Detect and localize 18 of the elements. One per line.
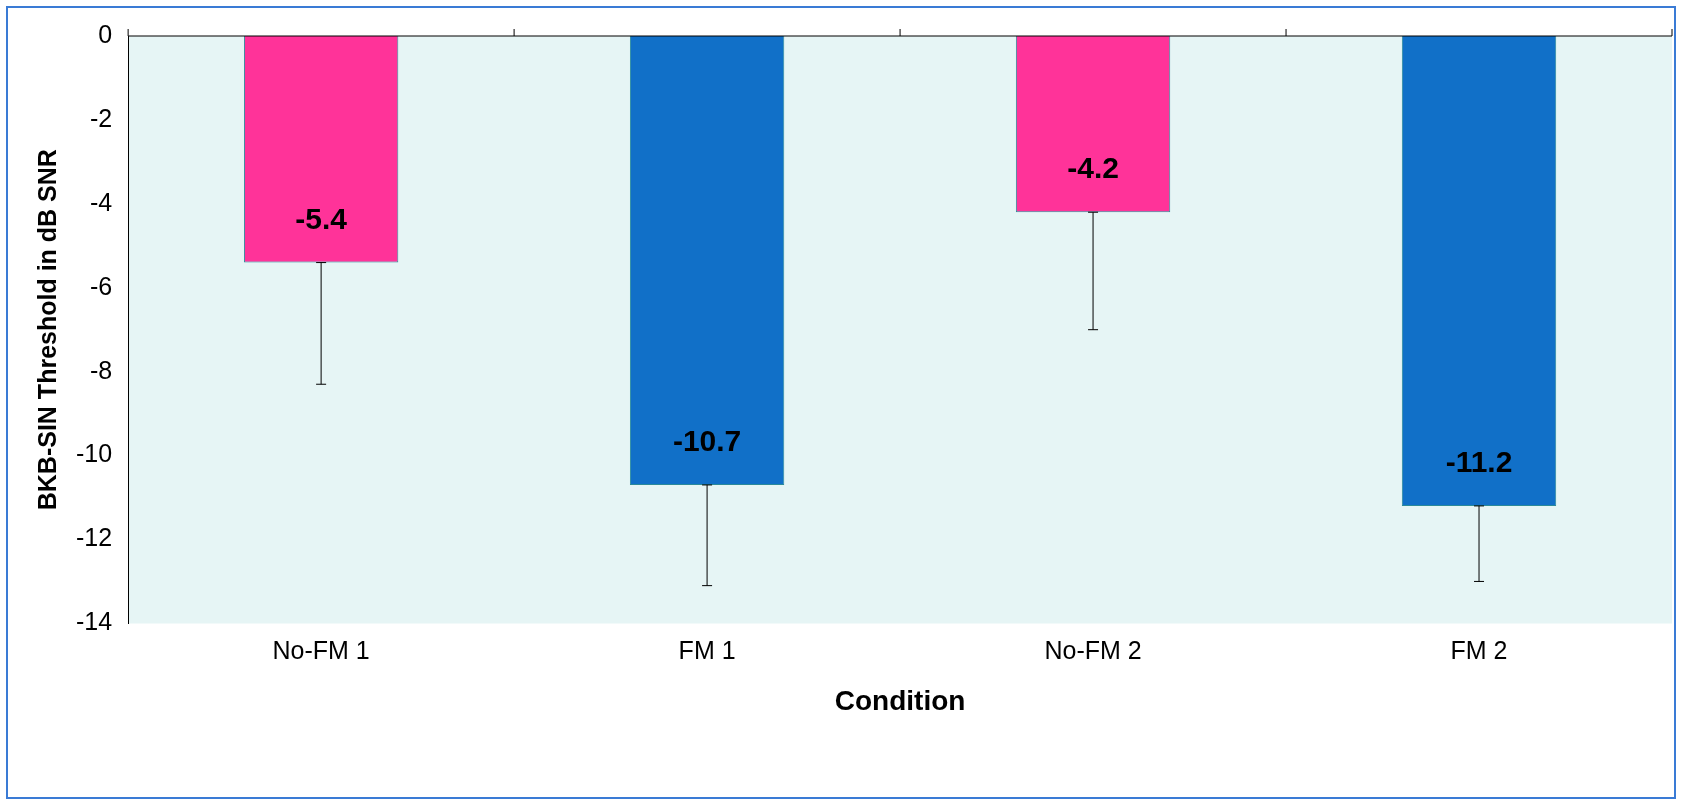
y-tick-label: -6 <box>89 271 113 300</box>
y-tick-label: -2 <box>89 103 113 132</box>
data-label: -10.7 <box>672 424 742 458</box>
y-tick-label: -14 <box>75 607 113 636</box>
x-tick-label: FM 2 <box>1450 636 1508 665</box>
x-tick-label: No-FM 1 <box>272 636 370 665</box>
x-tick-label: FM 1 <box>678 636 736 665</box>
data-label: -4.2 <box>1067 151 1119 185</box>
y-axis-title: BKB-SIN Threshold in dB SNR <box>32 149 61 511</box>
x-axis-title: Condition <box>834 684 966 716</box>
y-tick-label: -10 <box>75 439 113 468</box>
data-label: -5.4 <box>295 201 348 235</box>
y-tick-label: 0 <box>98 19 113 48</box>
data-label: -11.2 <box>1445 445 1513 479</box>
y-tick-label: -4 <box>89 187 113 216</box>
y-tick-label: -8 <box>89 355 113 384</box>
x-tick-label: No-FM 2 <box>1044 636 1142 665</box>
y-tick-label: -12 <box>75 523 113 552</box>
